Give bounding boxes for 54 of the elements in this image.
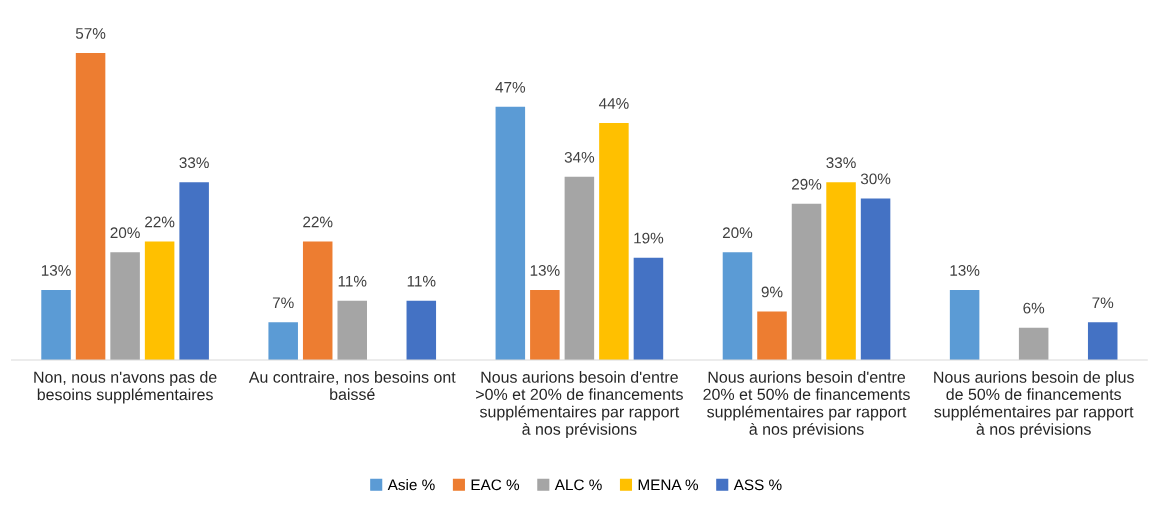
data-label: 13% [41,265,71,276]
legend-label: Asie % [387,479,435,491]
x-tick-label: Au contraire, nos besoins ont baissé [248,371,456,401]
data-label: 22% [145,216,175,228]
bar [41,289,71,360]
bar [949,289,980,360]
data-label: 30% [860,173,891,185]
data-label: 57% [75,28,106,39]
data-label: 20% [110,227,140,239]
legend-label: MENA % [638,479,699,491]
bar [406,300,437,360]
bar [75,52,106,360]
data-label: 7% [1092,297,1114,309]
data-label: 11% [407,275,436,287]
bar [179,182,209,360]
legend-label: ALC % [554,479,602,491]
x-tick-label: Nous aurions besoin de plus de 50% de financements supplémentaires par rapport à nos prévisions [934,371,1134,439]
x-tick-label: Nous aurions besoin d'entre >0% et 20% de financements supplémentaires par rapport à nos prévisions [476,371,683,439]
bar [495,106,526,360]
bar [564,176,595,360]
bar [110,252,140,360]
bar [757,311,787,360]
bar [599,122,629,360]
data-label: 47% [495,81,526,93]
data-label: 22% [303,216,333,228]
data-label: 33% [179,157,209,169]
data-label: 6% [1023,302,1045,314]
bar [337,300,368,360]
data-label: 9% [761,286,783,298]
data-label: 44% [598,98,629,109]
bar [791,203,822,360]
bar [144,241,175,360]
data-label: 20% [722,227,753,239]
bar [860,198,891,360]
bar [302,241,333,360]
legend-label: ASS % [733,479,782,491]
data-label: 19% [634,232,664,244]
legend-label: EAC % [471,479,520,491]
x-tick-label: Non, nous n'avons pas de besoins supplémentaires [34,371,217,404]
data-label: 13% [950,265,980,276]
data-label: 29% [792,178,822,190]
bar [268,322,298,360]
bar [633,257,664,360]
data-label: 11% [338,275,367,287]
bar [1018,327,1049,360]
data-label: 33% [826,157,856,169]
bar [530,289,560,360]
data-label: 13% [530,265,560,276]
x-tick-label: Nous aurions besoin d'entre 20% et 50% de financements supplémentaires par rapport à nos prévisions [703,371,910,439]
bar [722,252,753,360]
data-label: 7% [272,297,294,309]
bar [826,182,856,360]
bar [1087,322,1118,360]
data-label: 34% [564,151,595,163]
